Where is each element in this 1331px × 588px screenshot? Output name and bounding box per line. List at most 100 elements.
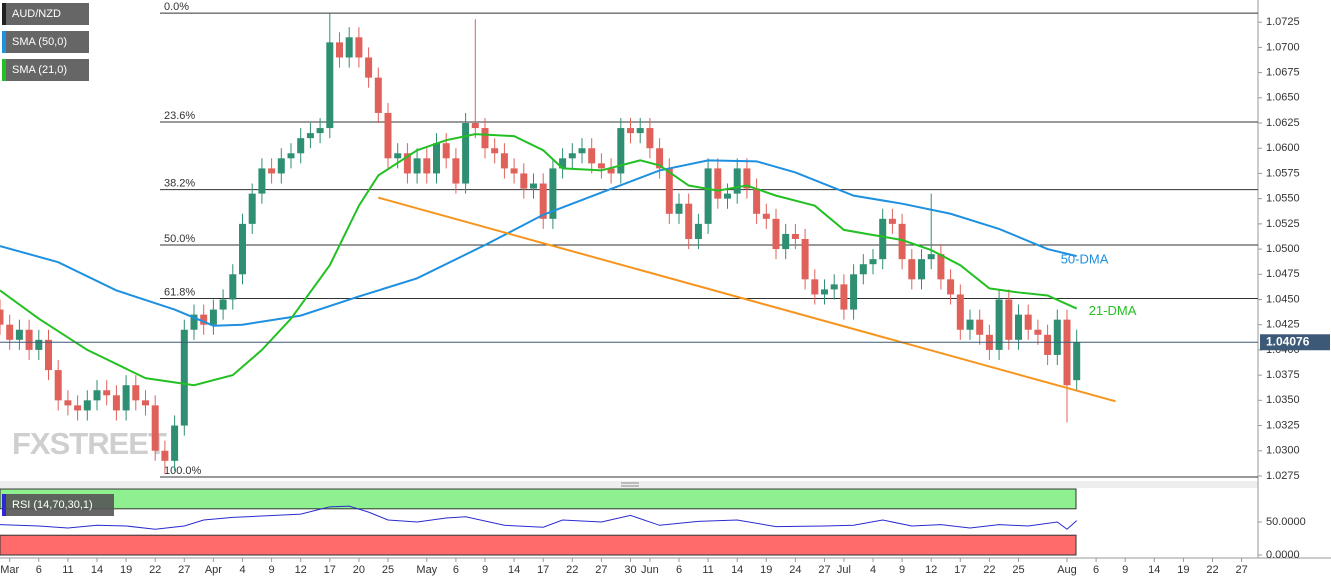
x-tick-label: 20 xyxy=(353,564,365,576)
last-price-label: 1.04076 xyxy=(1266,334,1310,348)
candle-body xyxy=(1005,299,1013,340)
candle-body xyxy=(306,133,314,139)
fib-label: 50.0% xyxy=(164,233,195,245)
legend-box xyxy=(2,3,89,25)
x-tick-label: 19 xyxy=(760,564,772,576)
candle-body xyxy=(403,153,411,174)
y-tick-label: 1.0525 xyxy=(1266,218,1300,230)
x-tick-label: 4 xyxy=(239,564,245,576)
candle-body xyxy=(122,385,130,411)
fib-label: 61.8% xyxy=(164,286,195,298)
candle-body xyxy=(801,238,809,280)
rsi-tick-label: 0.0000 xyxy=(1266,549,1300,561)
y-tick-label: 1.0450 xyxy=(1266,293,1300,305)
x-tick-label: 17 xyxy=(324,564,336,576)
candle-body xyxy=(355,37,363,58)
candle-body xyxy=(656,148,664,169)
candle-body xyxy=(559,158,567,169)
candle-body xyxy=(753,188,761,214)
candle-body xyxy=(956,294,964,330)
candle-body xyxy=(25,329,33,350)
fib-label: 0.0% xyxy=(164,1,189,13)
candle-body xyxy=(898,223,906,260)
candle-body xyxy=(287,153,295,159)
candle-body xyxy=(413,158,421,174)
candle-body xyxy=(879,218,887,260)
candle-body xyxy=(976,319,984,335)
x-tick-label: 19 xyxy=(120,564,132,576)
candle-body xyxy=(966,319,974,330)
x-tick-label: 27 xyxy=(1235,564,1247,576)
candle-body xyxy=(452,158,460,184)
legend-box xyxy=(2,31,89,53)
candle-body xyxy=(743,168,751,189)
rsi-legend-swatch xyxy=(2,494,6,516)
candle-body xyxy=(665,168,673,214)
x-tick-label: 27 xyxy=(595,564,607,576)
candle-body xyxy=(171,425,179,461)
candle-body xyxy=(578,148,586,154)
y-tick-label: 1.0300 xyxy=(1266,445,1300,457)
oversold-band xyxy=(0,534,1077,556)
candle-body xyxy=(869,259,877,265)
fib-label: 38.2% xyxy=(164,177,195,189)
candle-body xyxy=(239,223,246,275)
candle-body xyxy=(1053,319,1061,355)
candle-body xyxy=(607,168,615,174)
y-tick-label: 1.0325 xyxy=(1266,419,1300,431)
candle-body xyxy=(1024,314,1032,330)
x-tick-label: May xyxy=(416,564,437,576)
candle-body xyxy=(908,259,916,280)
x-tick-label: 12 xyxy=(925,564,937,576)
x-tick-label: 25 xyxy=(1012,564,1024,576)
y-tick-label: 1.0600 xyxy=(1266,142,1300,154)
x-tick-label: 9 xyxy=(1122,564,1128,576)
candle-body xyxy=(423,158,431,174)
y-tick-label: 1.0275 xyxy=(1266,470,1300,482)
candle-body xyxy=(510,168,518,174)
x-tick-label: Jun xyxy=(641,564,659,576)
candle-body xyxy=(277,158,285,174)
y-tick-label: 1.0625 xyxy=(1266,117,1300,129)
x-tick-label: 6 xyxy=(1093,564,1099,576)
candle-body xyxy=(791,233,799,239)
candle-body xyxy=(64,400,72,406)
candle-body xyxy=(219,299,227,310)
candle-body xyxy=(258,168,266,194)
candle-body xyxy=(927,254,935,260)
rsi-legend-box xyxy=(2,494,114,516)
candle-body xyxy=(597,163,605,169)
candle-body xyxy=(530,183,537,189)
candle-body xyxy=(1015,314,1022,340)
y-tick-label: 1.0700 xyxy=(1266,41,1300,53)
legend-swatch xyxy=(2,59,6,81)
x-tick-label: 9 xyxy=(482,564,488,576)
y-tick-label: 1.0675 xyxy=(1266,67,1300,79)
last-price-box xyxy=(1260,334,1330,351)
candle-body xyxy=(1034,329,1042,335)
candle-body xyxy=(636,128,644,134)
watermark: FXSTREET xyxy=(12,426,167,461)
candle-body xyxy=(0,309,4,325)
x-tick-label: 22 xyxy=(983,564,995,576)
y-tick-label: 1.0425 xyxy=(1266,319,1300,331)
candle-body xyxy=(132,385,140,401)
candle-body xyxy=(345,37,353,58)
legend-label: AUD/NZD xyxy=(12,8,61,20)
sma-line xyxy=(0,133,1078,387)
legend-swatch xyxy=(2,31,6,53)
candle-body xyxy=(151,405,159,451)
candle-body xyxy=(1063,319,1071,386)
trend-line xyxy=(378,196,1116,403)
candle-body xyxy=(1044,334,1052,355)
x-tick-label: 17 xyxy=(954,564,966,576)
y-tick-label: 1.0650 xyxy=(1266,92,1300,104)
x-tick-label: 30 xyxy=(624,564,636,576)
candle-body xyxy=(821,289,828,295)
candle-body xyxy=(93,390,101,401)
candle-body xyxy=(161,450,169,461)
x-tick-label: 11 xyxy=(702,564,713,576)
y-tick-label: 1.0475 xyxy=(1266,268,1300,280)
candle-body xyxy=(268,168,276,174)
candle-body xyxy=(316,128,324,134)
